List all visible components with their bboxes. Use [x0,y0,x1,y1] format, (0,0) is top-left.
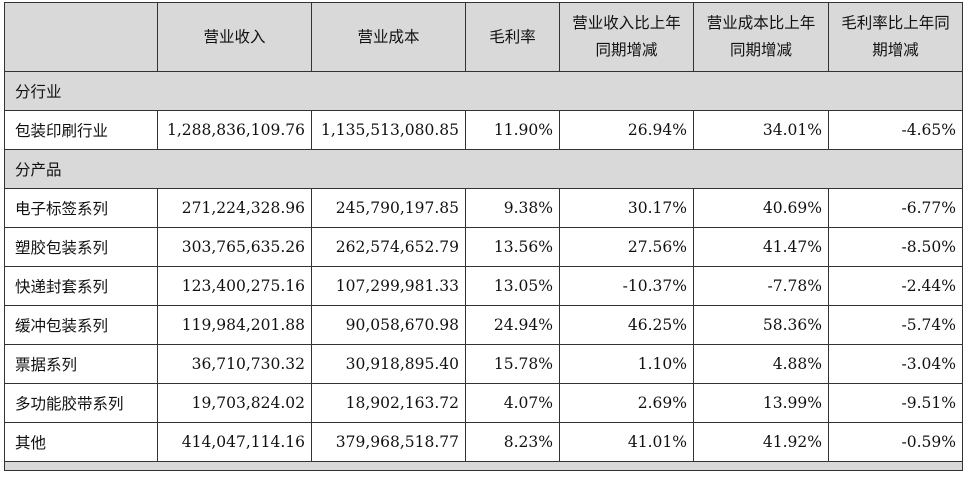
table-row: 多功能胶带系列 19,703,824.02 18,902,163.72 4.07… [4,383,963,423]
table-row: 塑胶包装系列 303,765,635.26 262,574,652.79 13.… [4,227,963,267]
row-cost-change: -7.78% [693,266,829,306]
row-margin-change: -4.65% [828,110,963,150]
row-name: 多功能胶带系列 [4,383,158,423]
row-margin-change: -5.74% [828,305,963,345]
header-margin-change: 毛利率比上年同期增减 [828,2,963,72]
row-cost: 262,574,652.79 [311,227,466,267]
row-margin: 8.23% [465,422,560,462]
row-margin: 9.38% [465,188,560,228]
row-margin: 15.78% [465,344,560,384]
row-revenue-change: 27.56% [559,227,694,267]
row-cost-change: 13.99% [693,383,829,423]
next-section-band [4,461,963,471]
row-revenue-change: 1.10% [559,344,694,384]
section-row-industry: 分行业 [4,71,963,111]
header-revenue-change: 营业收入比上年同期增减 [559,2,694,72]
row-margin-change: -2.44% [828,266,963,306]
row-revenue-change: 46.25% [559,305,694,345]
row-revenue-change: -10.37% [559,266,694,306]
row-revenue-change: 30.17% [559,188,694,228]
row-margin-change: -0.59% [828,422,963,462]
row-name: 票据系列 [4,344,158,384]
row-revenue-change: 26.94% [559,110,694,150]
row-revenue-change: 2.69% [559,383,694,423]
row-revenue: 414,047,114.16 [157,422,312,462]
header-row: 营业收入 营业成本 毛利率 营业收入比上年同期增减 营业成本比上年同期增减 毛利… [4,2,963,72]
row-margin: 4.07% [465,383,560,423]
row-cost: 90,058,670.98 [311,305,466,345]
row-cost: 1,135,513,080.85 [311,110,466,150]
table-row: 缓冲包装系列 119,984,201.88 90,058,670.98 24.9… [4,305,963,345]
row-name: 电子标签系列 [4,188,158,228]
next-section-row [4,461,963,471]
row-cost-change: 58.36% [693,305,829,345]
row-cost-change: 34.01% [693,110,829,150]
row-cost: 245,790,197.85 [311,188,466,228]
row-revenue: 119,984,201.88 [157,305,312,345]
row-name: 包装印刷行业 [4,110,158,150]
header-cost-change: 营业成本比上年同期增减 [693,2,829,72]
row-margin: 11.90% [465,110,560,150]
row-margin-change: -6.77% [828,188,963,228]
row-name: 缓冲包装系列 [4,305,158,345]
row-margin-change: -3.04% [828,344,963,384]
header-revenue: 营业收入 [157,2,312,72]
row-cost-change: 41.47% [693,227,829,267]
table-row: 其他 414,047,114.16 379,968,518.77 8.23% 4… [4,422,963,462]
section-label: 分行业 [4,71,963,111]
row-cost: 18,902,163.72 [311,383,466,423]
row-margin: 13.05% [465,266,560,306]
row-revenue: 36,710,730.32 [157,344,312,384]
row-name: 塑胶包装系列 [4,227,158,267]
row-cost-change: 40.69% [693,188,829,228]
row-revenue-change: 41.01% [559,422,694,462]
table-row: 票据系列 36,710,730.32 30,918,895.40 15.78% … [4,344,963,384]
row-revenue: 271,224,328.96 [157,188,312,228]
row-cost: 30,918,895.40 [311,344,466,384]
row-revenue: 1,288,836,109.76 [157,110,312,150]
row-margin-change: -8.50% [828,227,963,267]
row-revenue: 19,703,824.02 [157,383,312,423]
row-cost-change: 41.92% [693,422,829,462]
row-cost: 379,968,518.77 [311,422,466,462]
row-margin: 13.56% [465,227,560,267]
row-margin: 24.94% [465,305,560,345]
row-margin-change: -9.51% [828,383,963,423]
row-name: 快递封套系列 [4,266,158,306]
table-row: 快递封套系列 123,400,275.16 107,299,981.33 13.… [4,266,963,306]
table-row: 包装印刷行业 1,288,836,109.76 1,135,513,080.85… [4,110,963,150]
row-revenue: 123,400,275.16 [157,266,312,306]
header-margin: 毛利率 [465,2,560,72]
row-name: 其他 [4,422,158,462]
header-blank [4,2,158,72]
header-cost: 营业成本 [311,2,466,72]
row-revenue: 303,765,635.26 [157,227,312,267]
row-cost-change: 4.88% [693,344,829,384]
table-row: 电子标签系列 271,224,328.96 245,790,197.85 9.3… [4,188,963,228]
revenue-cost-table: 营业收入 营业成本 毛利率 营业收入比上年同期增减 营业成本比上年同期增减 毛利… [4,2,963,471]
row-cost: 107,299,981.33 [311,266,466,306]
section-row-product: 分产品 [4,149,963,189]
section-label: 分产品 [4,149,963,189]
